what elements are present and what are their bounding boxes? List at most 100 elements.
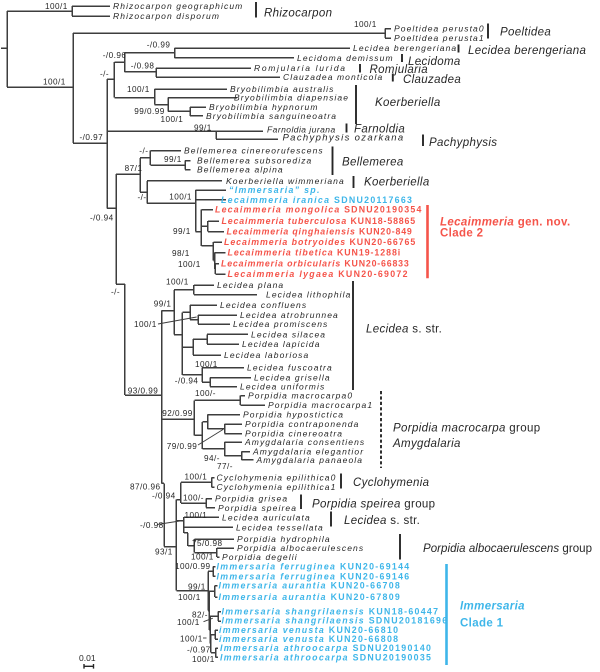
svg-text:100/1: 100/1 [192,655,215,664]
svg-text:Pachyphysis: Pachyphysis [429,137,497,149]
svg-text:87/0.96: 87/0.96 [130,483,160,492]
svg-text:Lecidea fuscoatra: Lecidea fuscoatra [247,363,333,373]
svg-text:Porpidia cinereoatra: Porpidia cinereoatra [245,429,343,439]
svg-text:Lecidea s. str.: Lecidea s. str. [344,515,420,527]
svg-text:Bryobilimbia diapensiae: Bryobilimbia diapensiae [234,93,349,103]
svg-text:Lecidea promiscens: Lecidea promiscens [233,319,328,329]
svg-text:100/1: 100/1 [178,593,201,602]
svg-text:99/1: 99/1 [188,583,206,592]
svg-text:Immersaria: Immersaria [460,601,525,613]
svg-text:94/-: 94/- [204,454,220,463]
svg-text:Porpidia contraponenda: Porpidia contraponenda [245,419,359,429]
svg-text:-/0.96: -/0.96 [103,51,127,60]
svg-text:82/-: 82/- [192,611,208,620]
svg-text:100/1: 100/1 [127,85,150,94]
svg-text:Bryobilimbia australis: Bryobilimbia australis [230,84,335,94]
svg-text:Lecidea atrobrunnea: Lecidea atrobrunnea [240,310,339,320]
svg-text:100/1: 100/1 [166,278,189,287]
svg-text:Amygdalaria panaeola: Amygdalaria panaeola [256,455,364,465]
svg-text:-/-: -/- [111,288,120,297]
svg-text:Lecaimmeria qinghaiensis KUN20: Lecaimmeria qinghaiensis KUN20-849 [227,227,413,237]
svg-text:Porpidia albocaerulescens grou: Porpidia albocaerulescens group [423,543,592,555]
svg-text:Lecidea berengeriana: Lecidea berengeriana [468,45,586,57]
svg-text:100/1: 100/1 [134,320,157,329]
svg-text:Koerberiella: Koerberiella [364,177,430,189]
svg-text:Lecaimmeria orbicularis KUN20-: Lecaimmeria orbicularis KUN20-66833 [221,259,410,269]
svg-text:Lecidea lapicida: Lecidea lapicida [242,339,321,349]
svg-text:Bellemerea cinereorufescens: Bellemerea cinereorufescens [184,146,324,156]
svg-text:-/0.94: -/0.94 [175,377,199,386]
svg-text:0.01: 0.01 [79,653,96,663]
svg-text:Poeltidea: Poeltidea [500,27,551,39]
svg-text:100/1: 100/1 [185,511,208,520]
svg-text:99/1: 99/1 [173,227,191,236]
svg-text:100/1: 100/1 [43,78,66,87]
svg-text:Porpidia speirea: Porpidia speirea [218,503,297,513]
svg-text:Bellemerea: Bellemerea [342,157,404,169]
svg-text:99/0.99: 99/0.99 [134,107,164,116]
svg-text:Lecidea berengeriana: Lecidea berengeriana [353,43,457,53]
svg-text:Immersaria shangrilaensis KUN1: Immersaria shangrilaensis KUN18-60447 [222,607,440,617]
svg-text:Porpidia macrocarpa group: Porpidia macrocarpa group [393,423,540,435]
svg-text:77/-: 77/- [217,462,233,471]
svg-text:99/1: 99/1 [154,300,172,309]
svg-text:Farnoldia: Farnoldia [354,124,405,136]
svg-text:Clauzadea monticola: Clauzadea monticola [283,72,383,82]
svg-text:-/0.98: -/0.98 [131,62,155,71]
svg-text:Koerberiella wimmeriana: Koerberiella wimmeriana [226,176,345,186]
svg-text:-/-: -/- [100,70,109,79]
svg-text:Clauzadea: Clauzadea [403,74,461,86]
svg-text:93/1: 93/1 [155,548,173,557]
svg-text:92/0.99: 92/0.99 [162,409,192,418]
svg-text:Lecaimmeria lygaea KUN20-69072: Lecaimmeria lygaea KUN20-69072 [228,269,409,279]
svg-text:Porpidia grisea: Porpidia grisea [215,494,288,504]
svg-text:100/1: 100/1 [45,2,68,11]
svg-text:100/1: 100/1 [185,472,208,481]
svg-text:Cyclohymenia epilithica1: Cyclohymenia epilithica1 [217,482,337,492]
svg-text:Poeltidea perusta0: Poeltidea perusta0 [394,24,485,34]
svg-text:Porpidia hypostictica: Porpidia hypostictica [243,410,344,420]
svg-text:Amygdalaria consentiens: Amygdalaria consentiens [244,437,365,447]
svg-text:Lecidea uniformis: Lecidea uniformis [240,382,325,392]
svg-text:100/-: 100/- [195,389,216,398]
svg-text:100/-: 100/- [183,493,204,502]
svg-text:Lecidoma: Lecidoma [408,56,461,68]
svg-text:Rhizocarpon geographicum: Rhizocarpon geographicum [113,1,243,11]
svg-text:Lecidea lithophila: Lecidea lithophila [266,290,352,300]
svg-text:Lecaimmeria tuberculosa KUN18-: Lecaimmeria tuberculosa KUN18-58865 [222,216,417,226]
svg-text:99/1: 99/1 [164,155,182,164]
svg-text:87/1: 87/1 [125,164,143,173]
svg-text:Lecidea laboriosa: Lecidea laboriosa [224,350,309,360]
svg-text:Bellemerea subsorediza: Bellemerea subsorediza [197,156,312,166]
svg-text:100/1: 100/1 [177,618,200,627]
svg-text:immersaria venusta KUN20-66810: immersaria venusta KUN20-66810 [219,625,399,635]
svg-text:-/0.94: -/0.94 [90,214,114,223]
svg-text:immersaria venusta KUN20-66808: immersaria venusta KUN20-66808 [219,634,399,644]
svg-text:75/0.98: 75/0.98 [192,539,222,548]
svg-text:Bryobilimbia hypnorum: Bryobilimbia hypnorum [209,102,319,112]
svg-text:100/1: 100/1 [169,192,192,201]
svg-text:Lecidea tessellata: Lecidea tessellata [236,522,324,532]
svg-text:-/-: -/- [139,147,148,156]
svg-text:-/0.98: -/0.98 [140,521,164,530]
svg-text:100/0.99: 100/0.99 [175,562,210,571]
svg-text:Pachyphysis ozarkana: Pachyphysis ozarkana [283,133,405,144]
svg-text:Lecaimmeria gen. nov.: Lecaimmeria gen. nov. [440,217,571,229]
svg-text:Amygdalaria elegantior: Amygdalaria elegantior [252,447,364,457]
svg-text:-/-: -/- [138,193,147,202]
svg-text:100/1: 100/1 [161,115,184,124]
svg-text:Porpidia degelii: Porpidia degelii [222,552,298,562]
svg-text:Rhizocarpon: Rhizocarpon [264,8,332,20]
svg-text:Immersaria ferruginea KUN20-69: Immersaria ferruginea KUN20-69144 [217,562,411,572]
svg-text:Lecaimmeria mongolica SDNU2019: Lecaimmeria mongolica SDNU20190354 [215,205,423,215]
svg-text:Lecidea grisella: Lecidea grisella [254,373,331,383]
svg-text:Immersaria athroocarpa SDNU201: Immersaria athroocarpa SDNU20190140 [220,643,432,653]
svg-text:Poeltidea perusta1: Poeltidea perusta1 [394,33,485,43]
svg-text:Porpidia hydrophila: Porpidia hydrophila [237,534,331,544]
svg-text:Lecidoma demissum: Lecidoma demissum [297,53,394,63]
svg-text:-/0.97: -/0.97 [187,646,211,655]
svg-text:100/1: 100/1 [195,360,218,369]
svg-text:Porpidia albocaerulescens: Porpidia albocaerulescens [237,543,364,553]
svg-text:Immersaria aurantia KUN20-6670: Immersaria aurantia KUN20-66708 [219,581,402,591]
svg-text:Farnoldia jurana: Farnoldia jurana [267,124,336,134]
